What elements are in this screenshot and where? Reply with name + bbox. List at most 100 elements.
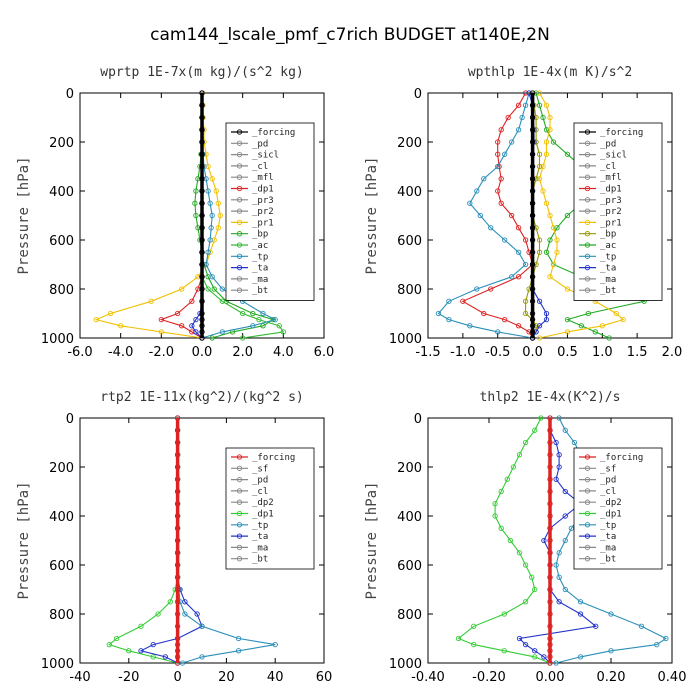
data-point bbox=[199, 90, 205, 96]
data-point bbox=[532, 427, 538, 433]
data-point bbox=[606, 335, 612, 341]
data-point bbox=[481, 310, 487, 317]
data-point bbox=[93, 316, 99, 323]
data-point bbox=[543, 139, 550, 145]
data-point bbox=[194, 611, 200, 617]
legend-marker bbox=[236, 510, 243, 517]
data-point bbox=[174, 635, 181, 642]
data-point bbox=[585, 310, 591, 317]
y-tick-label: 600 bbox=[49, 234, 74, 249]
legend-label: _dp2 bbox=[600, 498, 622, 508]
legend-marker bbox=[236, 499, 243, 505]
legend-label: _dp2 bbox=[252, 498, 274, 508]
data-point bbox=[199, 212, 205, 219]
legend-marker bbox=[236, 264, 243, 271]
legend-label: _bt bbox=[600, 555, 616, 565]
data-point bbox=[199, 623, 205, 629]
data-point bbox=[481, 176, 487, 182]
legend-marker bbox=[236, 488, 243, 494]
data-point bbox=[174, 476, 181, 482]
y-axis-label: Pressure [hPa] bbox=[16, 481, 32, 599]
data-point bbox=[536, 102, 543, 108]
data-point bbox=[541, 654, 547, 660]
data-point bbox=[182, 611, 188, 617]
data-point bbox=[205, 249, 211, 255]
legend-marker bbox=[236, 544, 243, 551]
legend-label: _sicl bbox=[600, 151, 627, 161]
x-tick-label: 4.0 bbox=[273, 345, 294, 360]
series-line bbox=[139, 418, 203, 664]
legend-marker bbox=[236, 276, 243, 282]
legend-marker bbox=[584, 287, 591, 293]
data-point bbox=[150, 654, 156, 660]
data-point bbox=[529, 274, 536, 280]
series-line bbox=[457, 417, 551, 664]
data-point bbox=[522, 237, 529, 243]
data-point bbox=[240, 310, 246, 317]
data-point bbox=[620, 316, 626, 323]
data-point bbox=[536, 90, 543, 96]
legend-marker bbox=[584, 163, 591, 169]
data-point bbox=[529, 90, 536, 96]
data-point bbox=[522, 102, 529, 108]
legend-marker bbox=[236, 163, 243, 169]
data-point bbox=[547, 415, 553, 421]
data-point bbox=[495, 151, 501, 157]
data-point bbox=[638, 623, 645, 629]
legend-label: _cl bbox=[600, 487, 616, 497]
legend-label: _pr1 bbox=[600, 218, 622, 228]
data-point bbox=[174, 611, 181, 617]
series-dp1 bbox=[106, 415, 181, 666]
panel-subtitle: wpthlp 1E-4x(m K)/s^2 bbox=[468, 65, 632, 80]
data-point bbox=[529, 323, 536, 329]
legend-marker bbox=[584, 510, 591, 517]
data-point bbox=[199, 176, 205, 182]
data-point bbox=[205, 286, 211, 292]
data-point bbox=[540, 188, 546, 194]
y-tick-label: 200 bbox=[49, 461, 74, 476]
y-tick-label: 1000 bbox=[389, 657, 422, 672]
legend-label: _forcing bbox=[252, 453, 295, 463]
data-point bbox=[593, 623, 599, 629]
data-point bbox=[538, 415, 544, 421]
data-point bbox=[536, 176, 543, 182]
data-point bbox=[543, 127, 550, 133]
legend-marker bbox=[236, 287, 243, 293]
data-point bbox=[199, 200, 205, 206]
data-point bbox=[219, 329, 225, 335]
data-point bbox=[547, 537, 553, 544]
data-point bbox=[174, 310, 181, 317]
x-tick-label: -40 bbox=[69, 670, 90, 685]
panel-4: thlp2 1E-4x(K^2)/s -0.40 -0.20 0.00 0.20 0.40… bbox=[364, 390, 686, 685]
y-tick-label: 1000 bbox=[41, 657, 74, 672]
data-point bbox=[529, 212, 536, 219]
legend-label: _tp bbox=[252, 252, 268, 262]
series-tp bbox=[435, 90, 536, 341]
data-point bbox=[174, 654, 181, 660]
data-point bbox=[215, 225, 221, 231]
data-point bbox=[193, 329, 199, 335]
data-point bbox=[547, 623, 553, 629]
data-point bbox=[240, 335, 246, 341]
legend-marker bbox=[584, 151, 591, 158]
legend-label: _bt bbox=[252, 286, 268, 296]
legend-label: _cl bbox=[252, 487, 268, 497]
data-point bbox=[529, 200, 536, 206]
data-point bbox=[217, 212, 223, 219]
data-point bbox=[174, 452, 181, 458]
legend-marker bbox=[236, 253, 243, 259]
data-point bbox=[529, 225, 536, 231]
y-tick-label: 1000 bbox=[41, 332, 74, 347]
data-point bbox=[495, 163, 501, 170]
legend-marker bbox=[236, 151, 243, 158]
data-point bbox=[199, 329, 205, 335]
legend-label: _pr1 bbox=[252, 218, 274, 228]
data-point bbox=[550, 225, 557, 231]
data-point bbox=[235, 648, 242, 654]
legend-marker bbox=[236, 197, 243, 203]
panel-subtitle: wprtp 1E-7x(m kg)/(s^2 kg) bbox=[100, 65, 304, 80]
legend-label: _pr3 bbox=[600, 196, 622, 206]
data-point bbox=[250, 310, 256, 317]
data-point bbox=[663, 635, 669, 642]
data-point bbox=[148, 298, 154, 304]
